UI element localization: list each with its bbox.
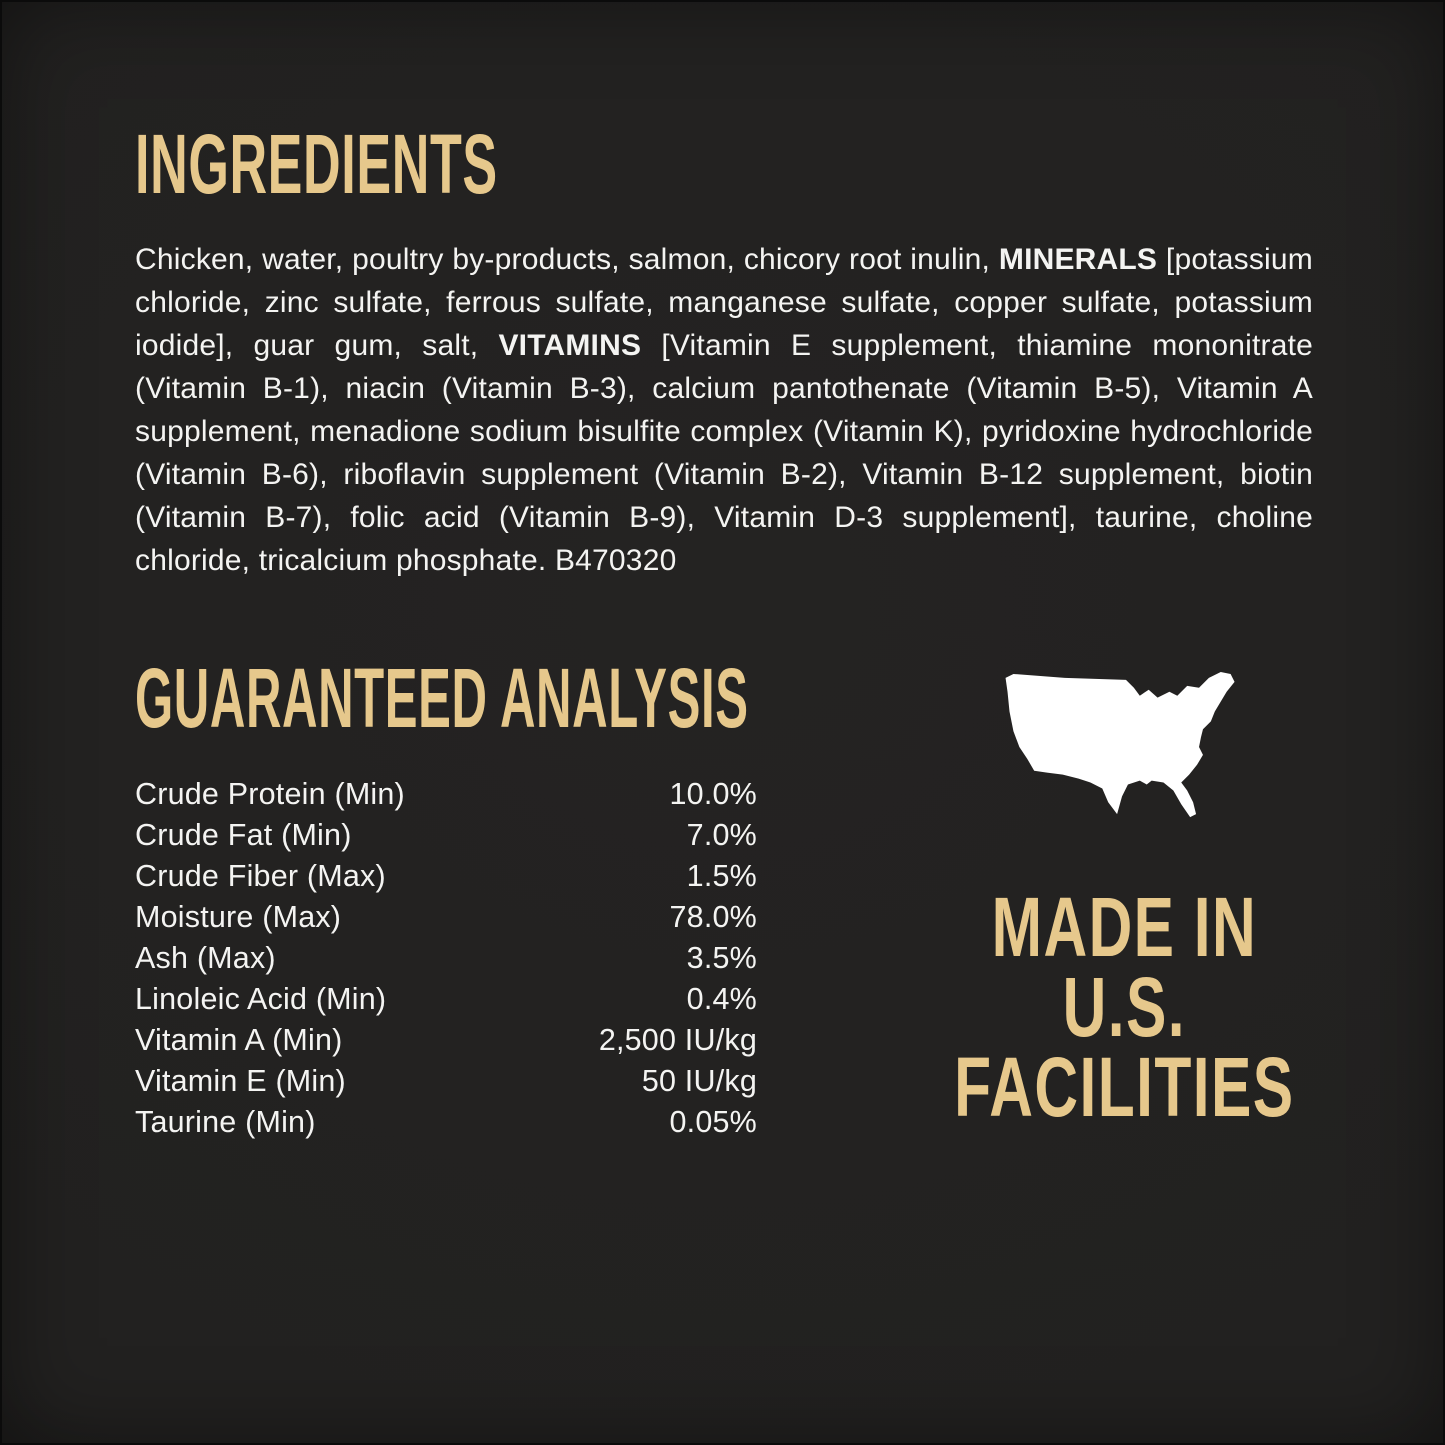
made-in-line-2: U.S.	[1062, 960, 1186, 1054]
analysis-row-label: Crude Fiber (Max)	[135, 859, 386, 893]
analysis-row-value: 3.5%	[686, 941, 757, 975]
made-in-line-3: FACILITIES	[953, 1040, 1295, 1134]
table-row: Vitamin A (Min) 2,500 IU/kg	[135, 1020, 757, 1061]
made-in-us-heading: MADE IN U.S. FACILITIES	[888, 880, 1361, 1134]
ingredients-text: Chicken, water, poultry by-products, sal…	[135, 238, 1313, 582]
table-row: Vitamin E (Min) 50 IU/kg	[135, 1061, 757, 1102]
ingredients-segment-0: Chicken, water, poultry by-products, sal…	[135, 243, 999, 276]
guaranteed-analysis-title: GUARANTEED ANALYSIS	[135, 651, 749, 745]
ingredients-segment-2: [potassium chloride, zinc sulfate, ferro…	[135, 243, 1313, 362]
analysis-row-value: 10.0%	[669, 777, 757, 811]
analysis-row-label: Vitamin E (Min)	[135, 1064, 346, 1098]
analysis-row-label: Linoleic Acid (Min)	[135, 982, 387, 1016]
guaranteed-analysis-block: GUARANTEED ANALYSIS Crude Protein (Min) …	[135, 651, 757, 1143]
ingredients-segment-minerals: MINERALS	[998, 243, 1158, 276]
ingredients-section: INGREDIENTS Chicken, water, poultry by-p…	[135, 117, 1313, 582]
table-row: Crude Protein (Min) 10.0%	[135, 774, 757, 815]
table-row: Moisture (Max) 78.0%	[135, 897, 757, 938]
table-row: Taurine (Min) 0.05%	[135, 1102, 757, 1143]
ingredients-segment-vitamins: VITAMINS	[498, 329, 642, 362]
analysis-row-value: 7.0%	[686, 818, 757, 852]
analysis-row-label: Taurine (Min)	[135, 1105, 316, 1139]
analysis-row-value: 78.0%	[669, 900, 757, 934]
analysis-row-value: 0.4%	[686, 982, 757, 1016]
analysis-section: GUARANTEED ANALYSIS Crude Protein (Min) …	[135, 651, 1310, 1143]
table-row: Crude Fat (Min) 7.0%	[135, 815, 757, 856]
table-row: Linoleic Acid (Min) 0.4%	[135, 979, 757, 1020]
analysis-row-label: Ash (Max)	[135, 941, 276, 975]
analysis-row-label: Crude Fat (Min)	[135, 818, 352, 852]
analysis-row-value: 1.5%	[686, 859, 757, 893]
guaranteed-analysis-table: Crude Protein (Min) 10.0% Crude Fat (Min…	[135, 774, 757, 1143]
analysis-row-value: 2,500 IU/kg	[598, 1023, 757, 1057]
table-row: Crude Fiber (Max) 1.5%	[135, 856, 757, 897]
usa-map-icon	[1005, 672, 1235, 818]
analysis-row-label: Crude Protein (Min)	[135, 777, 405, 811]
analysis-row-value: 0.05%	[669, 1105, 757, 1139]
analysis-row-value: 50 IU/kg	[641, 1064, 757, 1098]
ingredients-segment-4: [Vitamin E supplement, thiamine mononitr…	[135, 329, 1313, 577]
ingredients-title: INGREDIENTS	[135, 117, 498, 211]
made-in-us-block: MADE IN U.S. FACILITIES	[938, 666, 1310, 1129]
table-row: Ash (Max) 3.5%	[135, 938, 757, 979]
analysis-row-label: Moisture (Max)	[135, 900, 342, 934]
analysis-row-label: Vitamin A (Min)	[135, 1023, 343, 1057]
made-in-line-1: MADE IN	[991, 880, 1257, 974]
